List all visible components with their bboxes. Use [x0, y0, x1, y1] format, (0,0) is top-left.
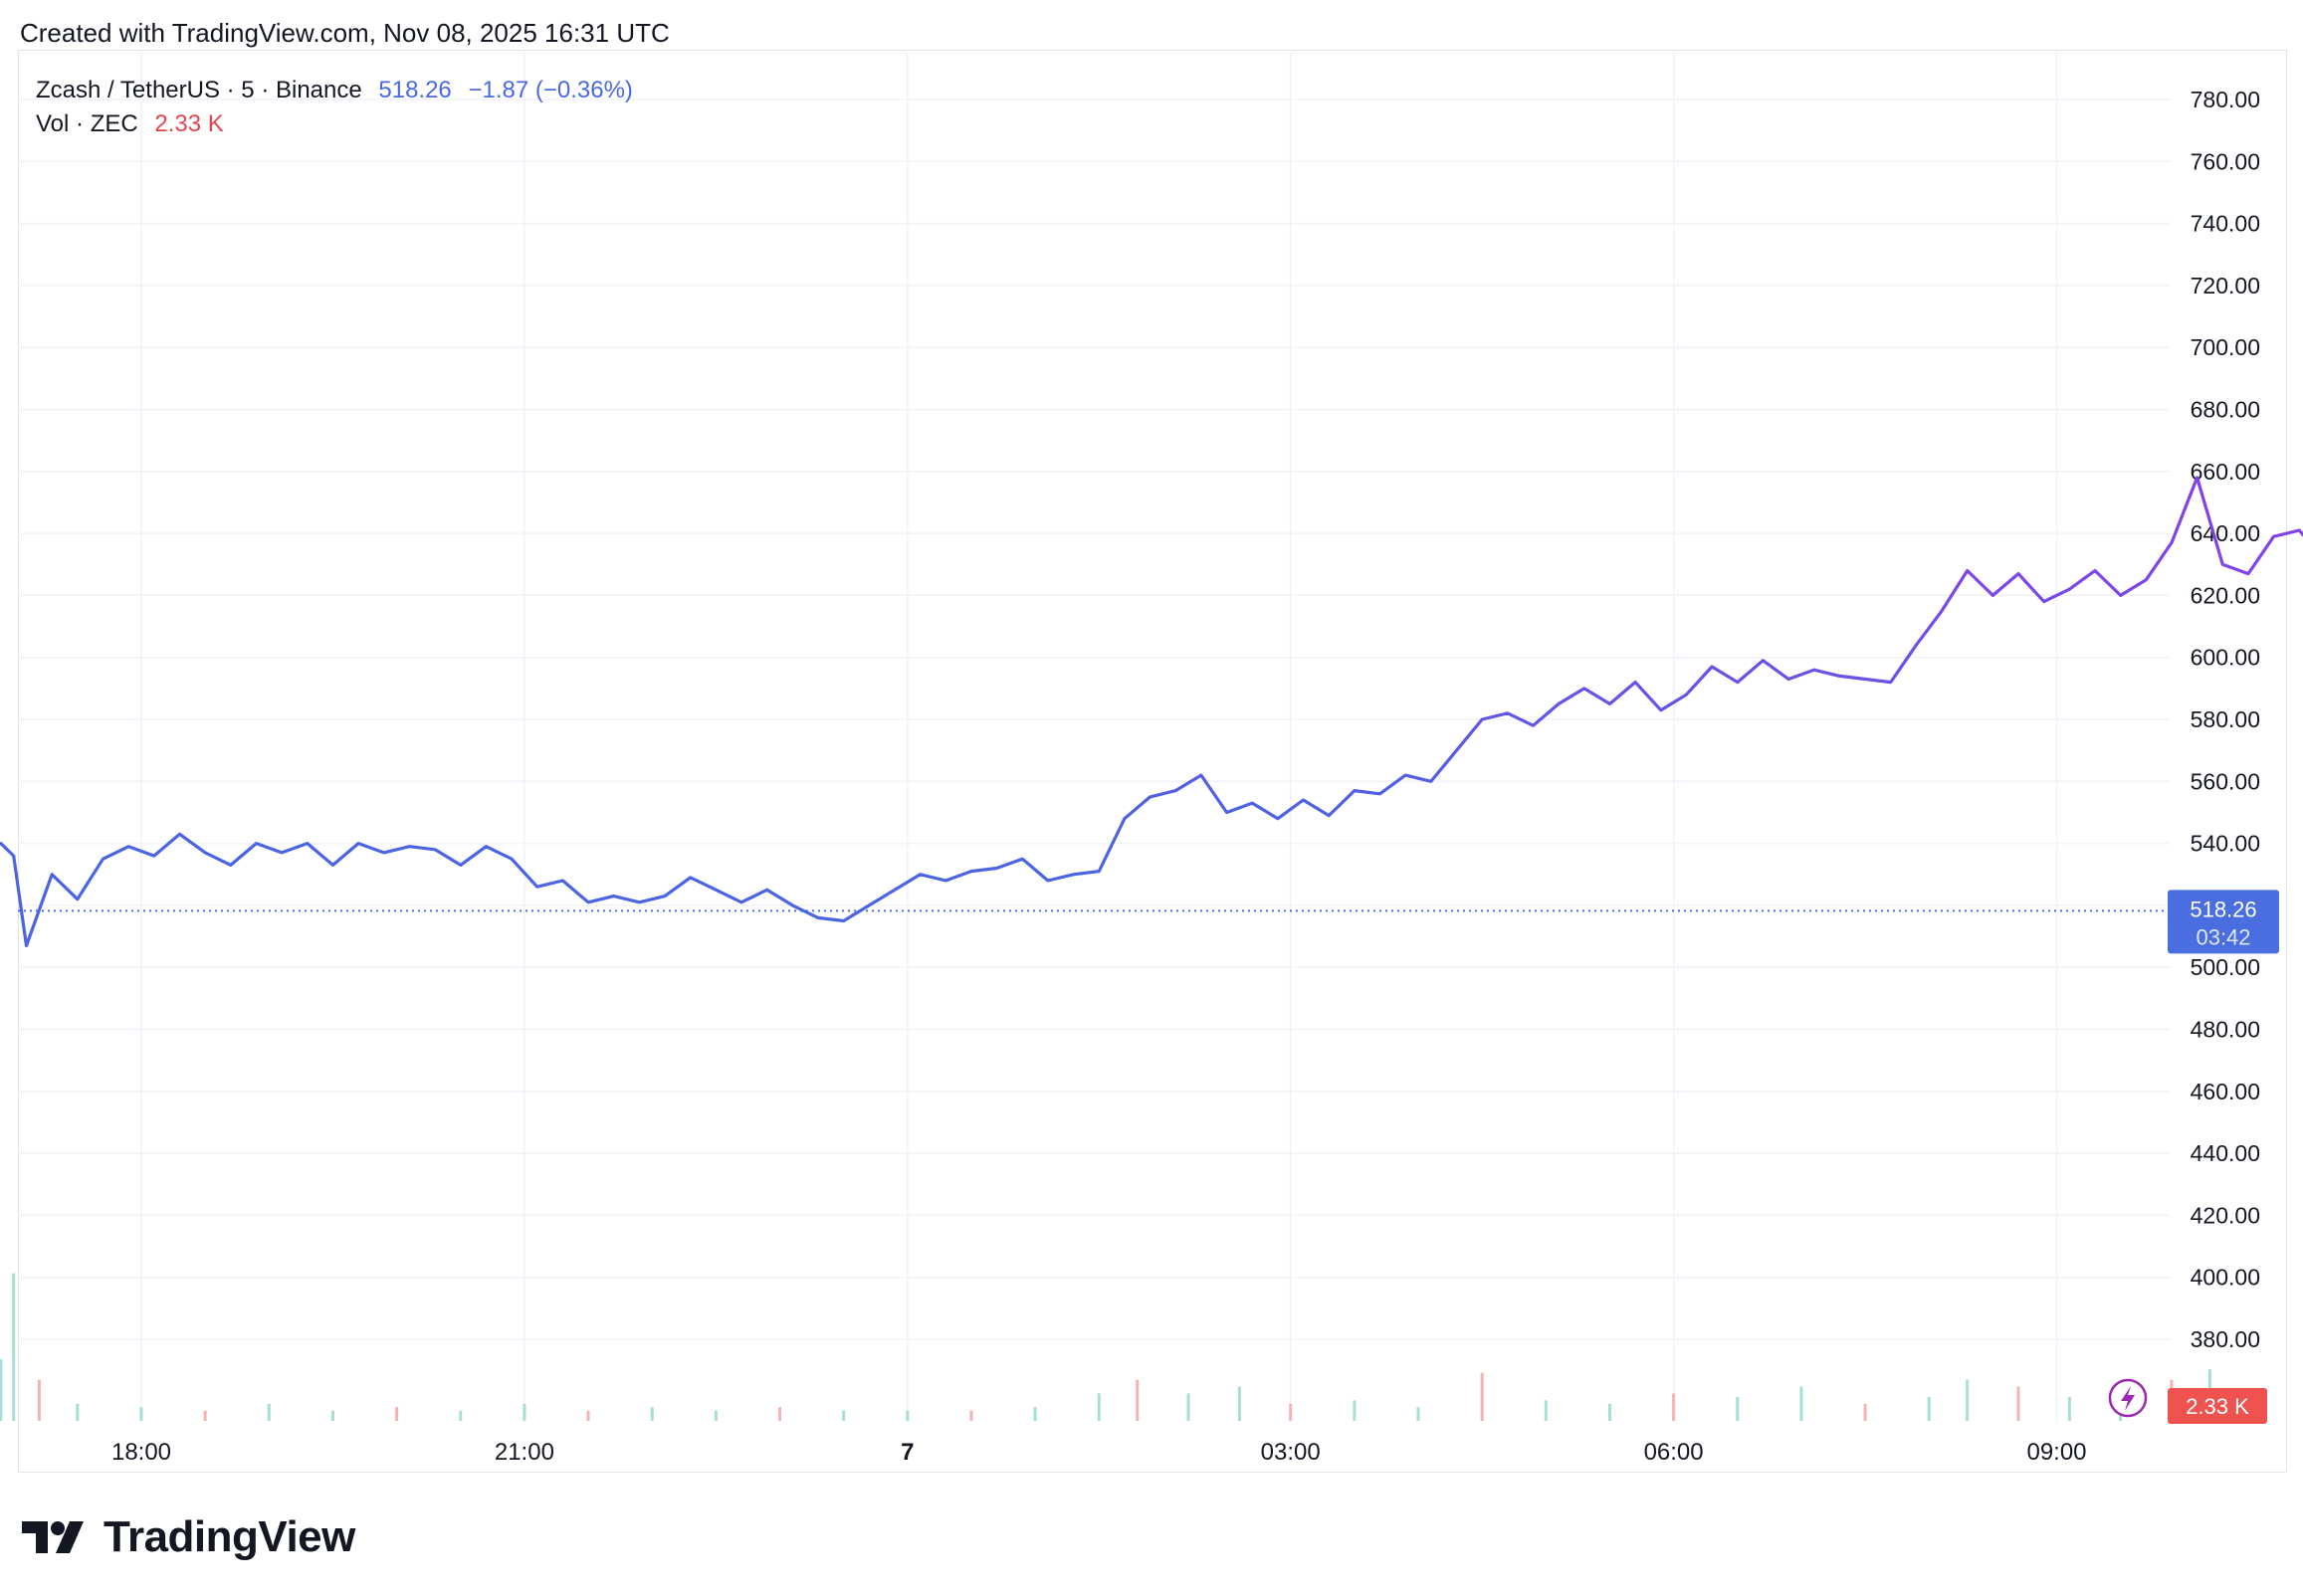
- volume-bar: [1416, 1407, 1420, 1421]
- volume-bar: [1927, 1396, 1931, 1421]
- x-tick-label: 7: [901, 1439, 914, 1466]
- volume-bar: [1097, 1393, 1101, 1421]
- volume-label[interactable]: Vol · ZEC: [36, 110, 138, 137]
- price-line: [0, 476, 2303, 947]
- y-tick-label: 680.00: [2191, 397, 2260, 423]
- y-tick-label: 720.00: [2191, 273, 2260, 299]
- volume-bar: [267, 1403, 271, 1421]
- volume-bar: [1480, 1372, 1484, 1421]
- y-tick-label: 780.00: [2191, 87, 2260, 112]
- volume-bar: [203, 1410, 207, 1421]
- volume-bar: [1186, 1393, 1190, 1421]
- x-tick-label: 18:00: [111, 1439, 171, 1466]
- volume-bar: [969, 1410, 973, 1421]
- volume-value: 2.33 K: [154, 110, 224, 137]
- y-tick-label: 420.00: [2191, 1202, 2260, 1228]
- y-tick-label: 500.00: [2191, 954, 2260, 980]
- x-tick-label: 21:00: [495, 1439, 554, 1466]
- volume-bar: [523, 1403, 526, 1421]
- volume-badge-value: 2.33 K: [2186, 1394, 2249, 1419]
- last-price: 518.26: [378, 77, 452, 103]
- volume-bar: [1799, 1386, 1803, 1421]
- volume-bar: [139, 1407, 143, 1421]
- time-axis: 18:0021:00703:0006:0009:0012:0015:0018:0…: [111, 1439, 2087, 1466]
- y-tick-label: 380.00: [2191, 1326, 2260, 1352]
- volume-bar: [1736, 1396, 1740, 1421]
- volume-bar: [330, 1410, 334, 1421]
- y-tick-label: 580.00: [2191, 706, 2260, 732]
- y-tick-label: 560.00: [2191, 768, 2260, 794]
- volume-bar: [12, 1273, 16, 1421]
- y-tick-label: 540.00: [2191, 831, 2260, 857]
- volume-bar: [586, 1410, 590, 1421]
- y-tick-label: 440.00: [2191, 1140, 2260, 1166]
- chart-grid: [18, 52, 2170, 1423]
- symbol-row: Zcash / TetherUS · 5 · Binance 518.26 −1…: [36, 74, 633, 107]
- y-tick-label: 660.00: [2191, 459, 2260, 485]
- volume-bar: [0, 1358, 3, 1421]
- volume-bar: [2067, 1396, 2071, 1421]
- volume-bar: [1544, 1400, 1548, 1421]
- y-tick-label: 640.00: [2191, 520, 2260, 546]
- volume-bar: [650, 1407, 654, 1421]
- volume-bar: [1607, 1403, 1611, 1421]
- volume-bar: [2016, 1386, 2020, 1421]
- y-tick-label: 760.00: [2191, 148, 2260, 174]
- volume-bar: [714, 1410, 718, 1421]
- x-tick-label: 09:00: [2026, 1439, 2086, 1466]
- volume-bar: [1353, 1400, 1357, 1421]
- price-axis: 780.00 760.00 740.00 720.00 700.00 680.00 660.…: [2191, 87, 2260, 1352]
- volume-bar: [459, 1410, 463, 1421]
- y-tick-label: 400.00: [2191, 1265, 2260, 1291]
- y-tick-label: 700.00: [2191, 334, 2260, 360]
- tradingview-logo-icon: [22, 1521, 84, 1553]
- volume-bar: [778, 1407, 781, 1421]
- volume-bar: [1033, 1407, 1037, 1421]
- created-with-caption: Created with TradingView.com, Nov 08, 20…: [20, 18, 670, 48]
- x-tick-label: 03:00: [1261, 1439, 1321, 1466]
- chart-legend: Zcash / TetherUS · 5 · Binance 518.26 −1…: [36, 74, 633, 141]
- price-badge-countdown: 03:42: [2196, 924, 2250, 949]
- y-tick-label: 600.00: [2191, 645, 2260, 671]
- x-tick-label: 06:00: [1644, 1439, 1704, 1466]
- volume-bar: [1289, 1403, 1293, 1421]
- chart-frame[interactable]: [18, 50, 2287, 1473]
- volume-bar: [906, 1410, 910, 1421]
- price-badge: 518.26 03:42: [2168, 890, 2279, 954]
- volume-bar: [842, 1410, 846, 1421]
- volume-bar: [1863, 1403, 1867, 1421]
- price-change: −1.87 (−0.36%): [468, 77, 633, 103]
- tradingview-logo[interactable]: TradingView: [22, 1512, 355, 1562]
- tradingview-wordmark: TradingView: [104, 1512, 355, 1561]
- volume-bar: [395, 1407, 399, 1421]
- y-tick-label: 480.00: [2191, 1017, 2260, 1043]
- volume-bar: [76, 1403, 80, 1421]
- lightning-icon[interactable]: [2108, 1378, 2148, 1418]
- y-tick-label: 620.00: [2191, 582, 2260, 608]
- price-badge-value: 518.26: [2190, 897, 2256, 921]
- volume-bars: [0, 1273, 2263, 1421]
- y-tick-label: 460.00: [2191, 1079, 2260, 1104]
- volume-bar: [1237, 1386, 1241, 1421]
- y-tick-label: 740.00: [2191, 211, 2260, 237]
- volume-bar: [1672, 1393, 1676, 1421]
- volume-bar: [1966, 1379, 1970, 1421]
- volume-badge: 2.33 K: [2168, 1388, 2267, 1424]
- volume-row: Vol · ZEC 2.33 K: [36, 107, 633, 141]
- volume-bar: [1136, 1379, 1140, 1421]
- symbol-title[interactable]: Zcash / TetherUS · 5 · Binance: [36, 77, 362, 103]
- volume-bar: [37, 1379, 41, 1421]
